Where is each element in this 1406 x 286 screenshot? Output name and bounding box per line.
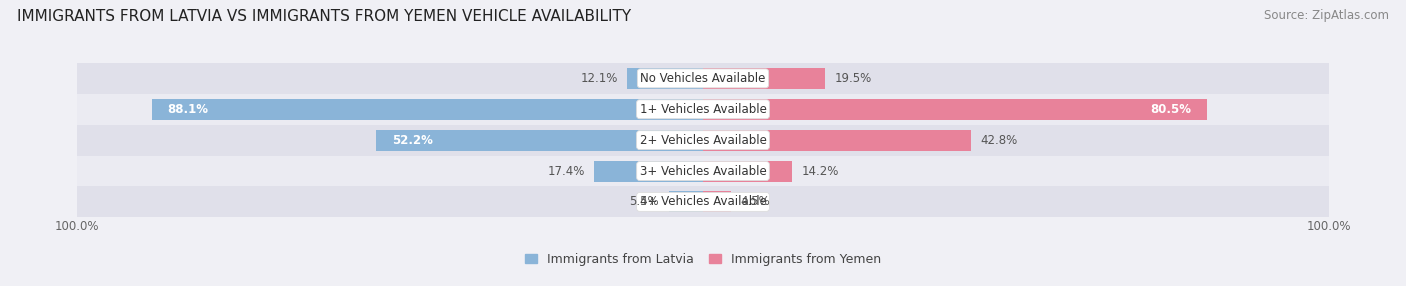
- Text: 88.1%: 88.1%: [167, 103, 208, 116]
- Bar: [595, 160, 703, 182]
- Bar: [77, 156, 1329, 186]
- Text: 52.2%: 52.2%: [392, 134, 433, 147]
- Text: IMMIGRANTS FROM LATVIA VS IMMIGRANTS FROM YEMEN VEHICLE AVAILABILITY: IMMIGRANTS FROM LATVIA VS IMMIGRANTS FRO…: [17, 9, 631, 23]
- Bar: [627, 68, 703, 89]
- Text: 2+ Vehicles Available: 2+ Vehicles Available: [640, 134, 766, 147]
- Bar: [703, 160, 792, 182]
- Bar: [669, 191, 703, 212]
- Bar: [77, 186, 1329, 217]
- Bar: [152, 99, 703, 120]
- Bar: [377, 130, 703, 151]
- Text: 4.5%: 4.5%: [741, 195, 770, 208]
- Text: 4+ Vehicles Available: 4+ Vehicles Available: [640, 195, 766, 208]
- Bar: [77, 63, 1329, 94]
- Text: 12.1%: 12.1%: [581, 72, 617, 85]
- Bar: [703, 130, 970, 151]
- Bar: [703, 191, 731, 212]
- Legend: Immigrants from Latvia, Immigrants from Yemen: Immigrants from Latvia, Immigrants from …: [520, 249, 886, 270]
- Text: Source: ZipAtlas.com: Source: ZipAtlas.com: [1264, 9, 1389, 21]
- Text: 80.5%: 80.5%: [1150, 103, 1191, 116]
- Bar: [77, 94, 1329, 125]
- Text: 5.5%: 5.5%: [630, 195, 659, 208]
- Text: 3+ Vehicles Available: 3+ Vehicles Available: [640, 164, 766, 178]
- Text: 42.8%: 42.8%: [980, 134, 1018, 147]
- Text: 19.5%: 19.5%: [834, 72, 872, 85]
- Bar: [77, 125, 1329, 156]
- Text: 1+ Vehicles Available: 1+ Vehicles Available: [640, 103, 766, 116]
- Text: 17.4%: 17.4%: [547, 164, 585, 178]
- Bar: [703, 99, 1206, 120]
- Bar: [703, 68, 825, 89]
- Text: 14.2%: 14.2%: [801, 164, 838, 178]
- Text: No Vehicles Available: No Vehicles Available: [640, 72, 766, 85]
